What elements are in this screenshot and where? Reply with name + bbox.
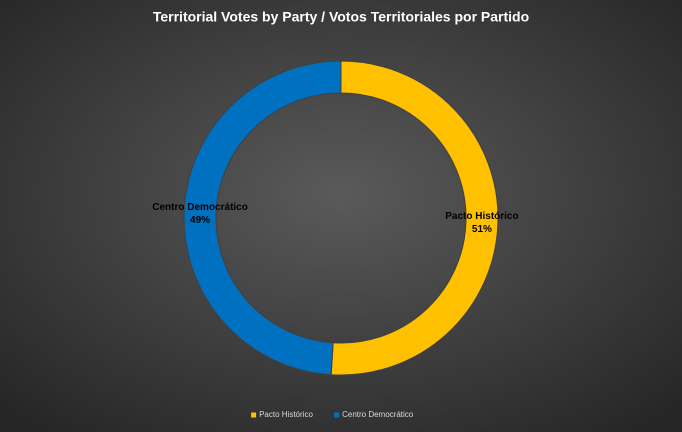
slice-label: Centro Democrático [152,202,248,213]
slice-value: 49% [190,215,210,226]
legend-swatch [251,412,257,418]
legend-label: Pacto Histórico [259,410,313,419]
legend-swatch [334,412,340,418]
legend-label: Centro Democrático [342,410,414,419]
slice [330,60,499,376]
slice [183,60,342,376]
slice-value: 51% [472,224,492,235]
chart-title: Territorial Votes by Party / Votos Terri… [153,9,529,25]
slice-label: Pacto Histórico [445,211,518,222]
